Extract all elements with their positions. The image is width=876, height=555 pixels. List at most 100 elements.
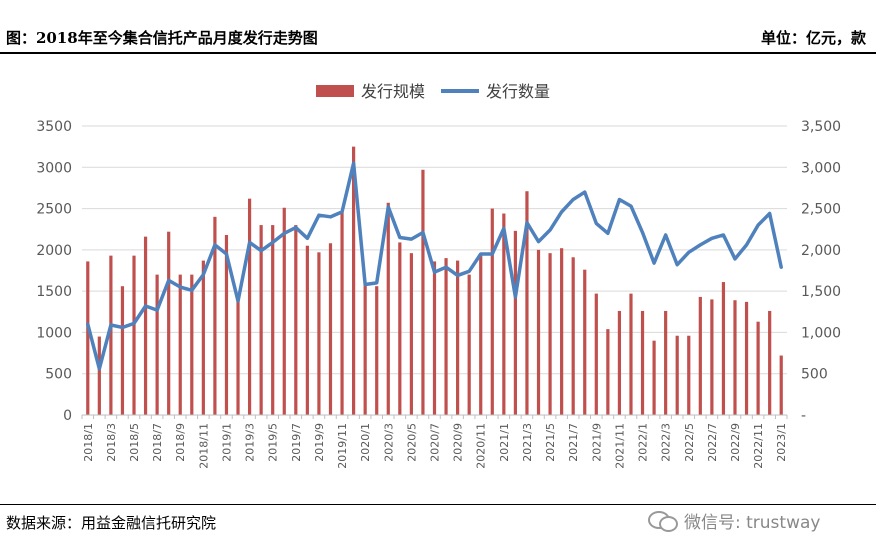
y-right-tick-label: 500 [801, 367, 828, 383]
bar [155, 274, 159, 415]
bar [733, 300, 737, 415]
bar [109, 255, 113, 415]
bar [97, 336, 101, 415]
bar [640, 310, 645, 415]
x-tick-label: 2018/3 [105, 423, 118, 462]
bar [571, 257, 575, 415]
y-left-tick-label: 1500 [36, 284, 72, 300]
y-left-tick-label: 3000 [36, 160, 72, 176]
bar [236, 295, 240, 415]
unit-label: 单位：亿元，款 [760, 29, 866, 47]
x-tick-label: 2021/5 [544, 423, 557, 462]
y-right-tick-label: 1,500 [801, 284, 841, 300]
x-tick-label: 2020/5 [405, 423, 418, 462]
x-tick-label: 2018/7 [151, 423, 164, 462]
x-tick-label: 2022/9 [729, 423, 742, 462]
x-tick-label: 2021/1 [498, 423, 511, 462]
x-tick-label: 2021/7 [567, 423, 580, 462]
bar [213, 216, 217, 415]
bar [536, 249, 541, 415]
bar [490, 208, 494, 415]
bar [363, 284, 367, 415]
line-issuance-count [86, 161, 783, 371]
x-tick-label: 2023/1 [775, 423, 788, 462]
x-tick-label: 2018/1 [82, 423, 95, 462]
x-tick-label: 2021/3 [521, 423, 534, 462]
x-tick-label: 2018/11 [197, 423, 210, 469]
x-tick-label: 2019/9 [313, 423, 326, 462]
y-left-tick-label: 0 [63, 408, 72, 424]
y-left-tick-label: 500 [45, 367, 72, 383]
bar [86, 261, 90, 415]
legend-label-line: 发行数量 [486, 82, 550, 101]
x-tick-label: 2020/9 [452, 423, 465, 462]
bar [479, 253, 483, 415]
legend-swatch-bar [316, 85, 354, 97]
x-tick-label: 2019/1 [220, 423, 233, 462]
page-title: 图：2018年至今集合信托产品月度发行走势图 [6, 29, 318, 47]
bar [675, 335, 679, 415]
bar [120, 286, 125, 415]
x-tick-label: 2019/3 [244, 423, 257, 462]
y-right-tick-label: - [801, 408, 806, 424]
bar [201, 260, 205, 415]
x-tick-label: 2022/7 [706, 423, 719, 462]
x-tick-label: 2018/9 [174, 423, 187, 462]
x-tick-label: 2018/5 [128, 423, 141, 462]
bar [340, 211, 344, 415]
bar [294, 225, 298, 415]
y-left-tick-label: 2000 [36, 243, 72, 259]
bar [271, 225, 275, 415]
bar [375, 286, 379, 415]
bar [421, 169, 425, 415]
x-tick-label: 2019/7 [290, 423, 303, 462]
wechat-icon [648, 509, 678, 532]
bar [398, 242, 402, 415]
bar [224, 234, 229, 415]
x-tick-label: 2020/11 [475, 423, 488, 469]
bar [247, 198, 252, 415]
x-tick-label: 2019/11 [336, 423, 349, 469]
bar [629, 293, 633, 415]
bar [386, 202, 390, 415]
y-left-tick-label: 2500 [36, 202, 72, 218]
bar [190, 274, 194, 415]
bar [444, 258, 448, 415]
bar [328, 243, 333, 415]
y-left-tick-label: 3500 [36, 119, 72, 135]
legend: 发行规模 发行数量 [316, 82, 550, 101]
bar [525, 191, 529, 415]
x-tick-label: 2021/11 [613, 423, 626, 469]
bar [143, 236, 148, 415]
header: 图：2018年至今集合信托产品月度发行走势图 单位：亿元，款 [0, 0, 876, 52]
bar [178, 274, 182, 415]
y-right-tick-label: 2,000 [801, 243, 841, 259]
bar [617, 310, 622, 415]
bar [282, 207, 286, 415]
bar [606, 329, 610, 415]
bar [583, 269, 587, 415]
x-tick-label: 2022/11 [752, 423, 765, 469]
bar [594, 293, 598, 415]
x-tick-label: 2020/7 [429, 423, 442, 462]
bar [502, 213, 506, 415]
header-divider [0, 52, 876, 54]
footer-divider [0, 504, 876, 505]
bar [409, 253, 413, 415]
series-line [86, 161, 783, 371]
bars-issuance-scale [86, 146, 783, 415]
bar [560, 248, 564, 415]
bar [721, 282, 726, 415]
bar [744, 301, 749, 415]
bar [305, 245, 309, 415]
x-tick-label: 2022/1 [637, 423, 650, 462]
bar [513, 230, 518, 415]
bar [710, 299, 714, 415]
bar [756, 321, 760, 415]
x-tick-label: 2022/3 [660, 423, 673, 462]
bar [664, 310, 668, 415]
bar [652, 340, 656, 415]
legend-label-bar: 发行规模 [361, 82, 425, 101]
bar [432, 261, 437, 415]
bar [351, 146, 356, 415]
